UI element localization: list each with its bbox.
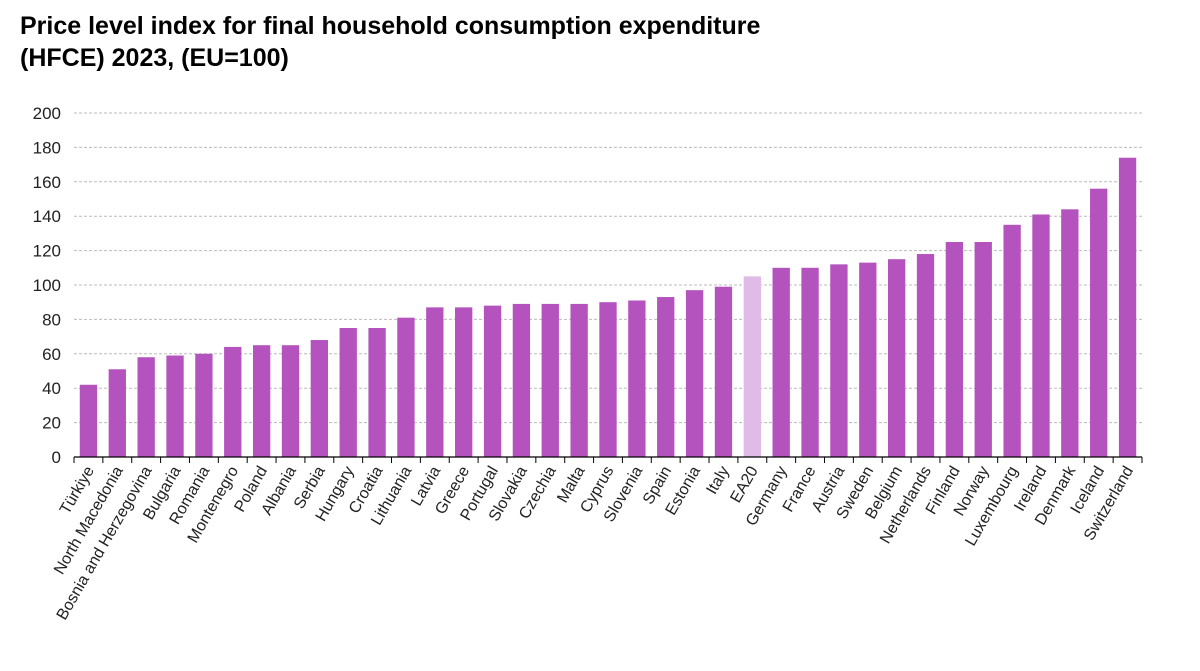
y-tick-label: 120 <box>33 242 61 261</box>
y-tick-label: 160 <box>33 173 61 192</box>
bar <box>397 317 415 457</box>
y-tick-label: 80 <box>42 310 61 329</box>
bar <box>339 328 357 457</box>
bar <box>310 340 329 457</box>
chart-title-line-2: (HFCE) 2023, (EU=100) <box>20 44 289 72</box>
y-tick-label: 40 <box>42 379 61 398</box>
bar <box>628 300 646 457</box>
bar <box>743 276 761 457</box>
bar <box>772 267 790 457</box>
y-tick-label: 0 <box>52 448 61 467</box>
bar <box>108 369 126 457</box>
bar <box>1032 214 1050 457</box>
x-tick-label: Italy <box>704 464 733 498</box>
bar <box>916 254 935 457</box>
bar <box>887 259 906 457</box>
y-tick-label: 60 <box>42 345 61 364</box>
bar <box>512 303 531 457</box>
bar <box>657 297 675 457</box>
bar <box>714 286 733 457</box>
bar <box>945 242 964 457</box>
bar <box>195 353 213 457</box>
bar <box>685 290 704 457</box>
bar <box>974 242 992 457</box>
bar <box>368 328 386 457</box>
bar <box>281 345 300 457</box>
y-tick-label: 200 <box>33 104 61 123</box>
bar <box>801 267 819 457</box>
bar <box>166 355 184 457</box>
bar <box>483 305 502 457</box>
bar <box>455 307 473 457</box>
y-tick-label: 20 <box>42 414 61 433</box>
bar <box>1090 188 1108 457</box>
chart-title: Price level index for final household co… <box>20 10 1120 74</box>
bar <box>1061 209 1079 457</box>
bar <box>137 357 155 457</box>
bar <box>541 303 559 457</box>
y-tick-label: 180 <box>33 138 61 157</box>
bar <box>1118 157 1137 457</box>
bar <box>224 346 242 457</box>
bar <box>1003 224 1021 457</box>
bar <box>599 302 617 457</box>
bar <box>859 262 877 457</box>
bar <box>426 307 444 457</box>
bar <box>79 384 98 457</box>
bar <box>570 303 588 457</box>
chart-title-line-1: Price level index for final household co… <box>20 12 761 40</box>
bar <box>830 264 848 457</box>
bar <box>252 345 271 457</box>
y-tick-label: 140 <box>33 207 61 226</box>
y-tick-label: 100 <box>33 276 61 295</box>
